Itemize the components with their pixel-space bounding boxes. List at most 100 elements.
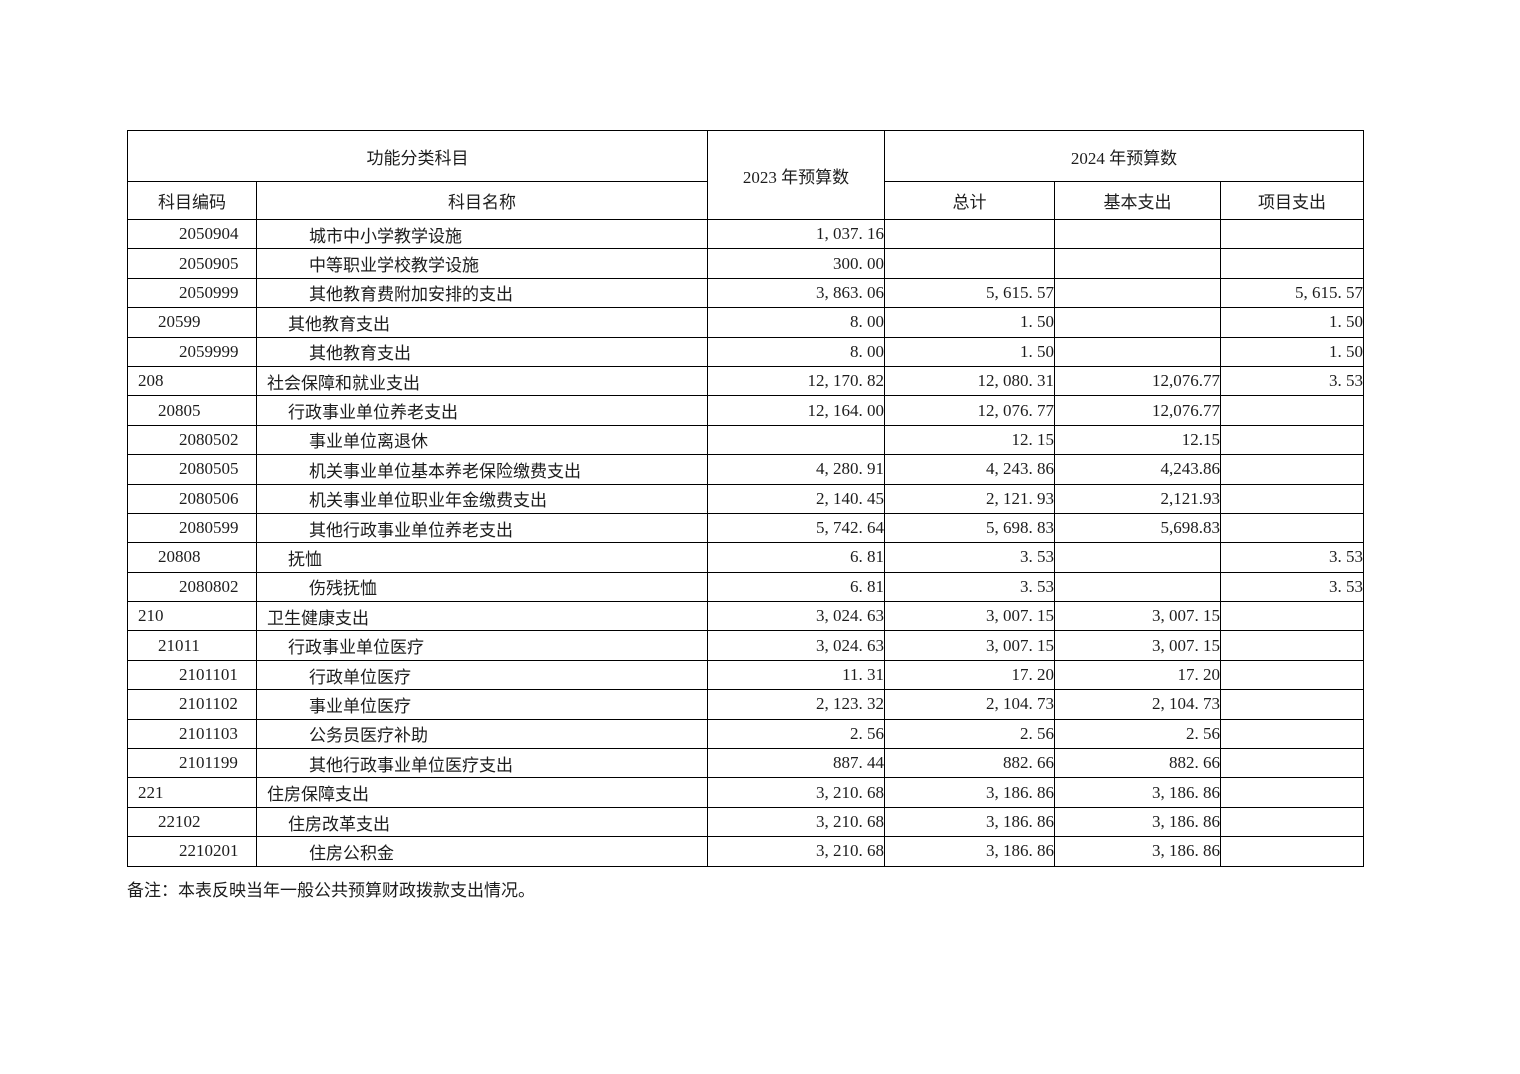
cell-project-expenditure <box>1220 777 1364 808</box>
header-basic-expenditure: 基本支出 <box>1054 181 1221 220</box>
cell-project-expenditure <box>1220 395 1364 426</box>
cell-project-expenditure <box>1220 630 1364 661</box>
cell-total-2024: 4, 243. 86 <box>884 454 1055 485</box>
cell-subject-name: 公务员医疗补助 <box>256 718 708 750</box>
cell-subject-code: 2050905 <box>127 248 257 279</box>
cell-basic-expenditure <box>1054 571 1221 603</box>
cell-subject-code: 221 <box>127 777 257 808</box>
cell-subject-name: 行政事业单位医疗 <box>256 630 708 661</box>
cell-subject-name: 社会保障和就业支出 <box>256 365 708 397</box>
cell-total-2024: 5, 698. 83 <box>884 512 1055 544</box>
cell-budget-2023: 8. 00 <box>707 307 885 338</box>
cell-subject-code: 2080505 <box>127 454 257 485</box>
cell-total-2024 <box>884 248 1055 279</box>
cell-basic-expenditure: 3, 186. 86 <box>1054 806 1221 838</box>
cell-basic-expenditure <box>1054 307 1221 338</box>
cell-project-expenditure <box>1220 218 1364 250</box>
cell-total-2024: 3. 53 <box>884 571 1055 603</box>
cell-budget-2023: 11. 31 <box>707 659 885 691</box>
cell-budget-2023: 6. 81 <box>707 542 885 573</box>
cell-subject-code: 2101199 <box>127 748 257 779</box>
cell-total-2024: 3, 186. 86 <box>884 836 1055 867</box>
cell-basic-expenditure: 2, 104. 73 <box>1054 689 1221 720</box>
table-row: 2050905 中等职业学校教学设施 300. 00 <box>127 248 1364 279</box>
cell-basic-expenditure <box>1054 277 1221 309</box>
cell-subject-name: 住房改革支出 <box>256 806 708 838</box>
cell-subject-code: 2059999 <box>127 336 257 367</box>
cell-basic-expenditure: 5,698.83 <box>1054 512 1221 544</box>
cell-basic-expenditure <box>1054 248 1221 279</box>
table-row: 2080502 事业单位离退休 12. 15 12.15 <box>127 424 1364 456</box>
header-total: 总计 <box>884 181 1055 220</box>
cell-project-expenditure: 1. 50 <box>1220 336 1364 367</box>
cell-total-2024: 5, 615. 57 <box>884 277 1055 309</box>
cell-project-expenditure <box>1220 248 1364 279</box>
cell-subject-code: 20808 <box>127 542 257 573</box>
cell-total-2024: 882. 66 <box>884 748 1055 779</box>
cell-project-expenditure <box>1220 806 1364 838</box>
cell-subject-name: 机关事业单位职业年金缴费支出 <box>256 483 708 514</box>
cell-total-2024: 17. 20 <box>884 659 1055 691</box>
cell-budget-2023: 2, 140. 45 <box>707 483 885 514</box>
table-body: 2050904 城市中小学教学设施 1, 037. 16 2050905 中等职… <box>127 218 1364 867</box>
cell-project-expenditure: 3. 53 <box>1220 365 1364 397</box>
cell-project-expenditure <box>1220 689 1364 720</box>
table-row: 22102 住房改革支出 3, 210. 68 3, 186. 86 3, 18… <box>127 806 1364 838</box>
cell-basic-expenditure: 3, 186. 86 <box>1054 836 1221 867</box>
cell-budget-2023: 3, 210. 68 <box>707 777 885 808</box>
cell-budget-2023: 12, 170. 82 <box>707 365 885 397</box>
cell-subject-code: 2101103 <box>127 718 257 750</box>
cell-subject-name: 住房公积金 <box>256 836 708 867</box>
cell-budget-2023 <box>707 424 885 456</box>
cell-subject-code: 2080506 <box>127 483 257 514</box>
cell-project-expenditure: 3. 53 <box>1220 542 1364 573</box>
table-row: 2101199 其他行政事业单位医疗支出 887. 44 882. 66 882… <box>127 748 1364 779</box>
cell-project-expenditure <box>1220 454 1364 485</box>
budget-table-container: 功能分类科目 2023 年预算数 2024 年预算数 科目编码 科目名称 总计 … <box>127 130 1364 867</box>
cell-basic-expenditure: 3, 007. 15 <box>1054 601 1221 632</box>
cell-total-2024: 3. 53 <box>884 542 1055 573</box>
cell-budget-2023: 3, 863. 06 <box>707 277 885 309</box>
cell-total-2024: 2, 104. 73 <box>884 689 1055 720</box>
cell-total-2024: 3, 186. 86 <box>884 806 1055 838</box>
header-budget-2024: 2024 年预算数 <box>884 130 1364 182</box>
table-row: 20808 抚恤 6. 81 3. 53 3. 53 <box>127 542 1364 573</box>
cell-subject-code: 2080802 <box>127 571 257 603</box>
cell-budget-2023: 4, 280. 91 <box>707 454 885 485</box>
cell-basic-expenditure: 12,076.77 <box>1054 395 1221 426</box>
cell-project-expenditure <box>1220 836 1364 867</box>
cell-subject-name: 事业单位医疗 <box>256 689 708 720</box>
cell-budget-2023: 6. 81 <box>707 571 885 603</box>
cell-subject-code: 20599 <box>127 307 257 338</box>
cell-project-expenditure <box>1220 512 1364 544</box>
cell-subject-name: 其他行政事业单位养老支出 <box>256 512 708 544</box>
header-subject-name: 科目名称 <box>256 181 708 220</box>
table-row: 221 住房保障支出 3, 210. 68 3, 186. 86 3, 186.… <box>127 777 1364 808</box>
cell-total-2024: 2. 56 <box>884 718 1055 750</box>
table-row: 2080599 其他行政事业单位养老支出 5, 742. 64 5, 698. … <box>127 512 1364 544</box>
cell-project-expenditure <box>1220 601 1364 632</box>
cell-total-2024: 1. 50 <box>884 307 1055 338</box>
cell-subject-name: 住房保障支出 <box>256 777 708 808</box>
cell-total-2024: 1. 50 <box>884 336 1055 367</box>
cell-project-expenditure <box>1220 748 1364 779</box>
cell-project-expenditure <box>1220 424 1364 456</box>
footer-note: 备注：本表反映当年一般公共预算财政拨款支出情况。 <box>127 881 535 900</box>
table-row: 2080505 机关事业单位基本养老保险缴费支出 4, 280. 91 4, 2… <box>127 454 1364 485</box>
table-row: 2080802 伤残抚恤 6. 81 3. 53 3. 53 <box>127 571 1364 603</box>
cell-subject-code: 2080599 <box>127 512 257 544</box>
table-row: 2101102 事业单位医疗 2, 123. 32 2, 104. 73 2, … <box>127 689 1364 720</box>
cell-budget-2023: 3, 210. 68 <box>707 806 885 838</box>
cell-subject-code: 22102 <box>127 806 257 838</box>
cell-total-2024: 3, 007. 15 <box>884 630 1055 661</box>
cell-budget-2023: 3, 210. 68 <box>707 836 885 867</box>
cell-project-expenditure <box>1220 659 1364 691</box>
cell-basic-expenditure: 12,076.77 <box>1054 365 1221 397</box>
table-row: 20599 其他教育支出 8. 00 1. 50 1. 50 <box>127 307 1364 338</box>
cell-basic-expenditure: 4,243.86 <box>1054 454 1221 485</box>
cell-total-2024: 3, 186. 86 <box>884 777 1055 808</box>
cell-subject-code: 20805 <box>127 395 257 426</box>
cell-basic-expenditure <box>1054 336 1221 367</box>
cell-budget-2023: 887. 44 <box>707 748 885 779</box>
